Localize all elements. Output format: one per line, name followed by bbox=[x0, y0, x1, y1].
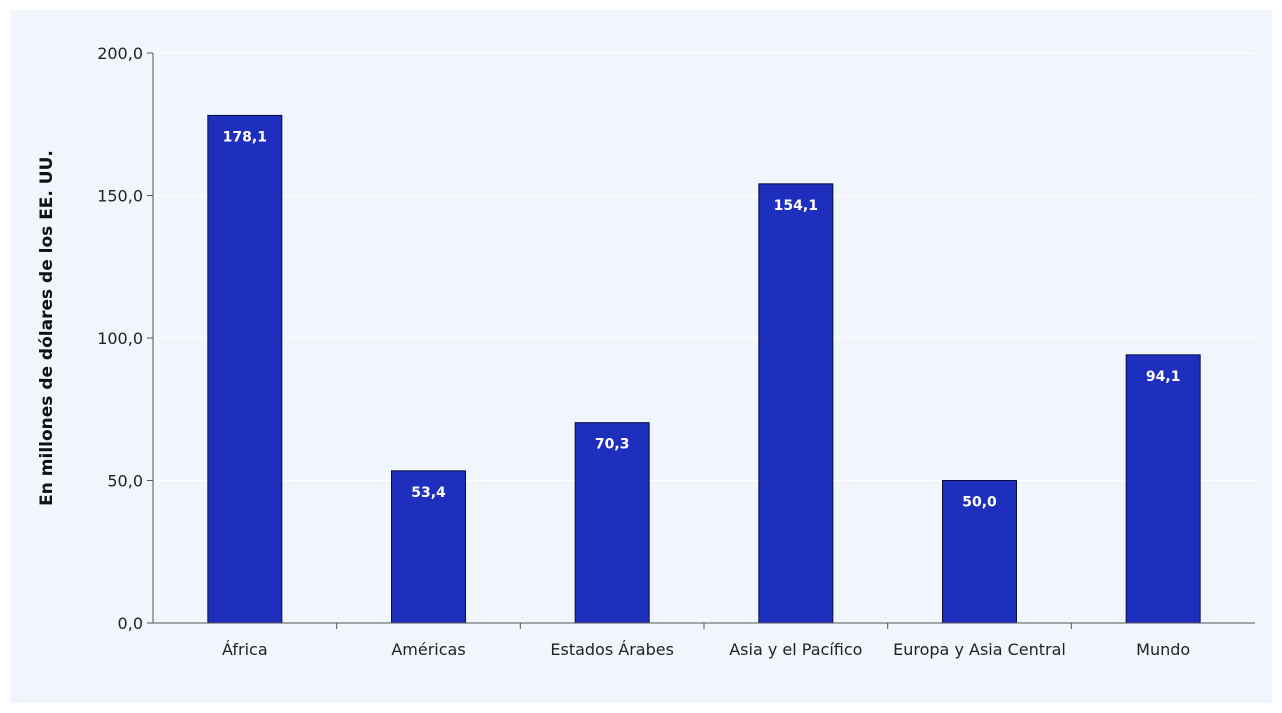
axes bbox=[147, 52, 1255, 629]
y-tick-label: 0,0 bbox=[118, 614, 143, 633]
labels: 0,0 50,0 100,0 150,0 200,0 178,1 África 53,4 Amé… bbox=[97, 44, 1190, 659]
y-tick-label: 200,0 bbox=[97, 44, 143, 63]
x-tick-label: Asia y el Pacífico bbox=[729, 640, 862, 659]
data-label: 178,1 bbox=[223, 129, 267, 145]
bar bbox=[391, 470, 466, 624]
data-label: 50,0 bbox=[962, 495, 997, 511]
chart-panel: 0,0 50,0 100,0 150,0 200,0 178,1 África 53,4 Amé… bbox=[10, 10, 1272, 703]
y-tick-label: 50,0 bbox=[107, 472, 143, 491]
data-label: 154,1 bbox=[774, 198, 818, 214]
data-label: 70,3 bbox=[595, 437, 630, 453]
x-tick-label: Europa y Asia Central bbox=[893, 640, 1066, 659]
y-tick-label: 150,0 bbox=[97, 187, 143, 206]
x-tick-label: Mundo bbox=[1136, 640, 1190, 659]
bars bbox=[207, 114, 1201, 624]
bar bbox=[574, 422, 650, 624]
bar bbox=[207, 114, 283, 624]
x-tick-label: Américas bbox=[391, 640, 465, 659]
y-tick-label: 100,0 bbox=[97, 329, 143, 348]
data-label: 53,4 bbox=[411, 485, 446, 501]
x-tick-label: África bbox=[222, 640, 268, 659]
data-label: 94,1 bbox=[1146, 369, 1181, 385]
x-tick-label: Estados Árabes bbox=[550, 640, 674, 659]
bar bbox=[758, 183, 834, 624]
y-axis-title: En millones de dólares de los EE. UU. bbox=[37, 150, 57, 506]
bar-chart: 0,0 50,0 100,0 150,0 200,0 178,1 África 53,4 Amé… bbox=[37, 44, 1255, 659]
gridlines bbox=[153, 52, 1255, 481]
bar bbox=[1125, 354, 1201, 624]
